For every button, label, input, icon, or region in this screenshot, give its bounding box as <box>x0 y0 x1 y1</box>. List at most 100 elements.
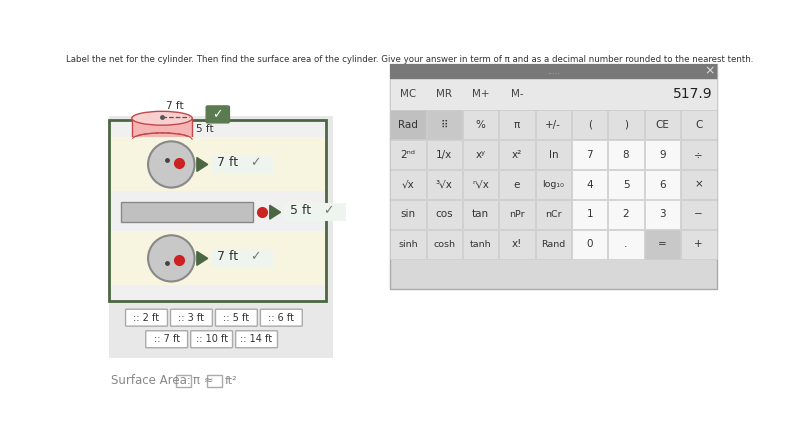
Bar <box>681 230 717 259</box>
Text: .....: ..... <box>547 67 560 76</box>
Text: :: 6 ft: :: 6 ft <box>268 313 294 323</box>
Text: Rad: Rad <box>398 120 418 130</box>
Text: 7 ft: 7 ft <box>218 250 238 264</box>
Bar <box>535 110 571 139</box>
Bar <box>390 140 426 169</box>
Bar <box>535 200 571 229</box>
Bar <box>390 63 717 289</box>
Text: :: 7 ft: :: 7 ft <box>154 334 180 344</box>
Bar <box>211 249 273 268</box>
Bar <box>284 203 346 221</box>
Bar <box>608 170 644 199</box>
Text: ³√x: ³√x <box>436 180 453 190</box>
FancyBboxPatch shape <box>170 309 212 326</box>
Text: .: . <box>624 239 628 249</box>
Text: −: − <box>694 209 703 220</box>
Polygon shape <box>197 158 208 172</box>
Text: :: 2 ft: :: 2 ft <box>134 313 159 323</box>
Bar <box>211 155 273 174</box>
Text: tanh: tanh <box>470 240 491 249</box>
Bar <box>572 230 607 259</box>
Bar <box>499 110 535 139</box>
Bar <box>390 110 426 139</box>
Bar <box>121 202 253 222</box>
Text: Surface Area:: Surface Area: <box>111 374 190 387</box>
Text: M-: M- <box>510 89 523 99</box>
Text: In: In <box>549 150 558 160</box>
Polygon shape <box>197 251 208 265</box>
Bar <box>207 375 222 387</box>
Bar <box>681 110 717 139</box>
Bar <box>499 230 535 259</box>
Ellipse shape <box>132 133 192 147</box>
Text: C: C <box>695 120 702 130</box>
Text: tan: tan <box>472 209 490 220</box>
Text: :: 14 ft: :: 14 ft <box>241 334 273 344</box>
Bar <box>572 170 607 199</box>
Bar <box>572 110 607 139</box>
Text: =: = <box>658 239 666 249</box>
Bar <box>463 140 498 169</box>
Bar <box>390 79 717 110</box>
Bar <box>110 120 326 301</box>
FancyBboxPatch shape <box>146 331 187 348</box>
Text: 5 ft: 5 ft <box>196 124 214 134</box>
Bar <box>463 230 498 259</box>
Text: 2ⁿᵈ: 2ⁿᵈ <box>401 150 415 160</box>
Text: nPr: nPr <box>510 210 525 219</box>
FancyBboxPatch shape <box>190 331 233 348</box>
Text: %: % <box>476 120 486 130</box>
Text: (: ( <box>588 120 592 130</box>
Bar <box>390 170 426 199</box>
Text: ✓: ✓ <box>213 108 223 121</box>
Text: e: e <box>514 180 520 190</box>
FancyBboxPatch shape <box>126 309 167 326</box>
Text: +: + <box>694 239 703 249</box>
Text: MR: MR <box>436 89 452 99</box>
Circle shape <box>148 141 194 187</box>
Bar <box>535 140 571 169</box>
Bar <box>390 200 426 229</box>
Text: 2: 2 <box>622 209 630 220</box>
Bar <box>110 116 333 359</box>
Text: x²: x² <box>512 150 522 160</box>
Text: x!: x! <box>512 239 522 249</box>
Text: sinh: sinh <box>398 240 418 249</box>
Text: sin: sin <box>401 209 415 220</box>
Bar <box>572 140 607 169</box>
FancyBboxPatch shape <box>236 331 278 348</box>
Text: 7: 7 <box>586 150 593 160</box>
Bar <box>111 137 325 191</box>
Bar <box>426 140 462 169</box>
Text: 5: 5 <box>622 180 630 190</box>
Text: ×: × <box>704 65 714 78</box>
Text: log₁₀: log₁₀ <box>542 180 564 189</box>
Text: xʸ: xʸ <box>476 150 486 160</box>
Bar <box>535 230 571 259</box>
Text: ): ) <box>624 120 628 130</box>
Bar <box>463 110 498 139</box>
Text: ft²: ft² <box>225 376 238 386</box>
Ellipse shape <box>132 111 192 125</box>
Bar <box>608 140 644 169</box>
Polygon shape <box>270 205 281 219</box>
Text: MC: MC <box>400 89 416 99</box>
FancyBboxPatch shape <box>206 106 230 123</box>
Text: 8: 8 <box>622 150 630 160</box>
Text: 1/x: 1/x <box>436 150 453 160</box>
Bar <box>499 200 535 229</box>
Text: ✓: ✓ <box>250 250 261 264</box>
Text: nCr: nCr <box>545 210 562 219</box>
Bar <box>426 110 462 139</box>
Text: 6: 6 <box>659 180 666 190</box>
Text: √x: √x <box>402 180 414 190</box>
Bar <box>535 170 571 199</box>
Bar <box>572 200 607 229</box>
Bar <box>608 200 644 229</box>
Bar <box>608 230 644 259</box>
Bar <box>608 110 644 139</box>
Text: 3: 3 <box>659 209 666 220</box>
Text: :: 5 ft: :: 5 ft <box>223 313 250 323</box>
Text: ✓: ✓ <box>250 156 261 169</box>
Bar <box>499 170 535 199</box>
